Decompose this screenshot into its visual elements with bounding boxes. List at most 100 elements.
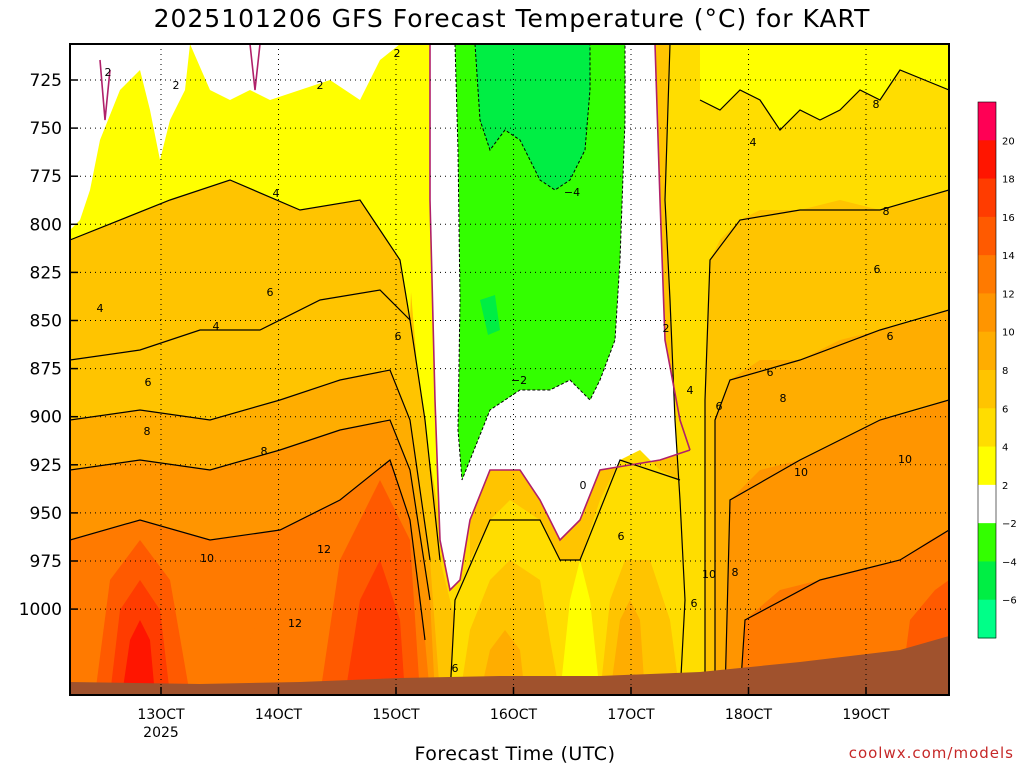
- field-valley-2: [560, 560, 600, 695]
- contour-label: 2: [173, 79, 180, 92]
- colorbar-swatch: [978, 561, 996, 601]
- field-white-topleft: [70, 44, 190, 230]
- contour-label: 6: [716, 400, 723, 413]
- field-warm-16b: [345, 560, 405, 695]
- contour-label: 6: [395, 330, 402, 343]
- contour-label: 10: [200, 552, 214, 565]
- chart-title: 2025101206 GFS Forecast Temperature (°C)…: [153, 4, 871, 33]
- contour-label: 8: [261, 445, 268, 458]
- contour-label: 12: [288, 617, 302, 630]
- x-axis-label: Forecast Time (UTC): [414, 743, 616, 765]
- contour-label: 6: [618, 530, 625, 543]
- field-warm-18a: [122, 620, 155, 695]
- zero-contour-lines: [99, 44, 691, 592]
- colorbar-swatch: [978, 523, 996, 562]
- y-tick-label: 725: [30, 71, 62, 91]
- contour-label: 8: [144, 425, 151, 438]
- field-green-4b: [480, 295, 500, 335]
- field-white-top: [190, 44, 400, 100]
- contour-label: −4: [564, 186, 580, 199]
- colorbar-swatch: [978, 484, 996, 524]
- contour-label: 6: [767, 366, 774, 379]
- colorbar-tick-label: 4: [1002, 443, 1008, 454]
- colorbar-tick-label: 20: [1002, 136, 1015, 147]
- contour-label: 8: [873, 98, 880, 111]
- x-tick-label: 16OCT: [490, 707, 538, 723]
- colorbar-tick-label: 18: [1002, 175, 1015, 186]
- contour-label: 6: [874, 263, 881, 276]
- y-axis: 725 750 775 800 825 850 875 900 925 950 975 1000: [19, 71, 78, 620]
- colorbar-tick-label: 12: [1002, 289, 1015, 300]
- contour-label: 4: [97, 302, 104, 315]
- contour-label: 4: [687, 384, 694, 397]
- x-tick-label: 13OCT: [137, 707, 185, 723]
- y-tick-label: 750: [30, 119, 62, 139]
- y-tick-label: 775: [30, 167, 62, 187]
- colorbar-swatch: [978, 216, 996, 256]
- contour-label: −2: [511, 374, 527, 387]
- colorbar-swatch: [978, 140, 996, 180]
- x-tick-label: 14OCT: [255, 707, 303, 723]
- contour-label: 2: [105, 66, 112, 79]
- contour-label: 2: [663, 322, 670, 335]
- y-tick-label: 850: [30, 312, 62, 332]
- colorbar-tick-label: 6: [1002, 404, 1008, 415]
- x-axis: 13OCT 2025 14OCT 15OCT 16OCT 17OCT 18OCT 19OCT: [137, 687, 890, 741]
- y-tick-label: 1000: [19, 600, 62, 620]
- colorbar-tick-label: −2: [1002, 519, 1017, 530]
- y-tick-label: 925: [30, 456, 62, 476]
- contour-label: 8: [780, 392, 787, 405]
- colorbar-tick-label: 10: [1002, 328, 1015, 339]
- y-tick-label: 800: [30, 215, 62, 235]
- contour-label: 10: [898, 453, 912, 466]
- colorbar-tick-label: 8: [1002, 366, 1008, 377]
- plot-frame: [69, 43, 950, 696]
- contour-label: 4: [273, 187, 280, 200]
- colorbar-tick-label: −4: [1002, 557, 1017, 568]
- colorbar-swatch: [978, 293, 996, 333]
- contour-lines: [70, 44, 949, 695]
- contour-label: 10: [702, 568, 716, 581]
- contour-labels: 22 22444−44666268688688−20101010612126810…: [97, 47, 913, 675]
- contour-label: 6: [145, 376, 152, 389]
- colorbar-swatch: [978, 408, 996, 448]
- colorbar-swatch: [978, 446, 996, 486]
- y-tick-label: 875: [30, 360, 62, 380]
- colorbar-swatch: [978, 599, 996, 639]
- credit-link[interactable]: coolwx.com/models: [848, 744, 1014, 762]
- contour-label: 8: [732, 566, 739, 579]
- x-tick-label: 19OCT: [842, 707, 890, 723]
- x-tick-label: 18OCT: [725, 707, 773, 723]
- colorbar-tick-label: −6: [1002, 596, 1017, 607]
- x-tick-label: 17OCT: [607, 707, 655, 723]
- colorbar-frame: [977, 101, 997, 639]
- y-tick-label: 825: [30, 263, 62, 283]
- contour-label: 4: [213, 320, 220, 333]
- dashed-contour-lines: [454, 44, 626, 481]
- colorbar-swatch: [978, 370, 996, 409]
- colorbar-tick-label: 14: [1002, 251, 1015, 262]
- colorbar-swatch: [978, 331, 996, 371]
- x-tick-sublabel: 2025: [143, 725, 179, 741]
- field-warm-12c: [250, 590, 310, 640]
- contour-label: 6: [267, 286, 274, 299]
- contour-label: 10: [794, 466, 808, 479]
- contour-label: 6: [452, 662, 459, 675]
- ground: [70, 636, 949, 695]
- field-right-2: [700, 44, 949, 130]
- colorbar-swatch: [978, 102, 996, 141]
- colorbar-swatch: [978, 255, 996, 294]
- grid: [70, 44, 949, 695]
- field-valley-6a: [460, 560, 560, 695]
- colorbar-swatch: [978, 178, 996, 218]
- y-tick-label: 950: [30, 504, 62, 524]
- colorbar-tick-label: 16: [1002, 213, 1015, 224]
- y-tick-label: 975: [30, 552, 62, 572]
- contour-label: 12: [317, 543, 331, 556]
- contour-label: 4: [750, 136, 757, 149]
- y-tick-label: 900: [30, 408, 62, 428]
- contour-label: 2: [394, 47, 401, 60]
- temperature-field: [70, 44, 949, 695]
- colorbar-tick-label: 2: [1002, 481, 1008, 492]
